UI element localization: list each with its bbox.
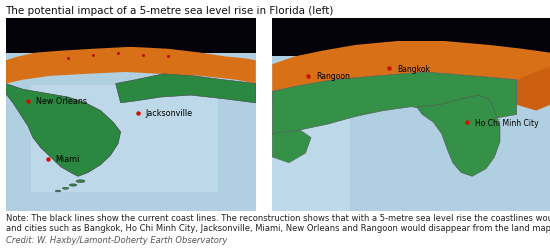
FancyBboxPatch shape: [272, 105, 350, 211]
Text: New Orleans: New Orleans: [36, 97, 86, 106]
Text: Bangkok: Bangkok: [397, 64, 430, 73]
Ellipse shape: [69, 184, 77, 186]
Polygon shape: [6, 84, 120, 176]
Text: Rangoon: Rangoon: [317, 72, 350, 81]
Text: Note: The black lines show the current coast lines. The reconstruction shows tha: Note: The black lines show the current c…: [6, 213, 550, 232]
Polygon shape: [516, 67, 550, 111]
Ellipse shape: [63, 188, 69, 190]
Text: and Southeast Asia (right): and Southeast Asia (right): [6, 26, 142, 36]
FancyBboxPatch shape: [31, 86, 218, 192]
Polygon shape: [417, 96, 500, 176]
FancyBboxPatch shape: [6, 19, 256, 54]
Polygon shape: [272, 130, 311, 163]
Polygon shape: [272, 42, 550, 92]
FancyBboxPatch shape: [6, 54, 256, 211]
Ellipse shape: [76, 180, 85, 183]
Text: Miami: Miami: [56, 155, 80, 164]
Polygon shape: [272, 73, 516, 134]
Polygon shape: [6, 48, 256, 84]
Text: Ho Chi Minh City: Ho Chi Minh City: [475, 118, 538, 127]
Polygon shape: [116, 74, 256, 104]
FancyBboxPatch shape: [272, 19, 550, 57]
Text: Jacksonville: Jacksonville: [146, 108, 192, 118]
Ellipse shape: [56, 190, 61, 192]
Text: The potential impact of a 5-metre sea level rise in Florida (left): The potential impact of a 5-metre sea le…: [6, 6, 334, 16]
FancyBboxPatch shape: [272, 57, 550, 211]
Text: Credit: W. Haxby/Lamont-Doherty Earth Observatory: Credit: W. Haxby/Lamont-Doherty Earth Ob…: [6, 235, 227, 244]
